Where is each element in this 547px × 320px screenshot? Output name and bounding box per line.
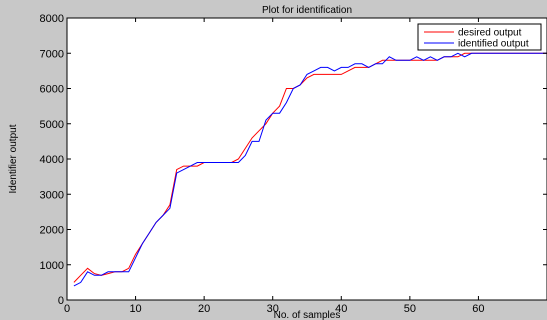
x-tick-label: 40	[335, 303, 347, 315]
x-tick-label: 20	[198, 303, 210, 315]
y-tick-label: 3000	[40, 189, 64, 201]
y-tick-label: 2000	[40, 225, 64, 237]
legend-box	[417, 23, 542, 51]
legend[interactable]: desired output identified output	[417, 23, 542, 51]
legend-entry-desired-output: desired output	[458, 28, 522, 39]
series-line-identified-output	[73, 52, 547, 287]
y-tick-label: 4000	[40, 154, 64, 166]
legend-entry-identified-output: identified output	[458, 39, 529, 50]
chart-title: Plot for identification	[262, 5, 352, 16]
y-tick-label: 7000	[40, 48, 64, 60]
plot-area	[67, 18, 547, 300]
y-axis-label: Identifier output	[8, 124, 19, 193]
y-tick-label: 5000	[40, 119, 64, 131]
y-tick-label: 1000	[40, 260, 64, 272]
x-tick-label: 10	[129, 303, 141, 315]
y-tick-label: 6000	[40, 84, 64, 96]
x-tick-label: 30	[267, 303, 279, 315]
x-tick-label: 50	[404, 303, 416, 315]
y-tick-label: 8000	[40, 13, 64, 25]
x-tick-label: 60	[472, 303, 484, 315]
y-tick-label: 0	[58, 295, 64, 307]
x-tick-label: 0	[64, 303, 70, 315]
x-axis-label: No. of samples	[274, 310, 341, 320]
